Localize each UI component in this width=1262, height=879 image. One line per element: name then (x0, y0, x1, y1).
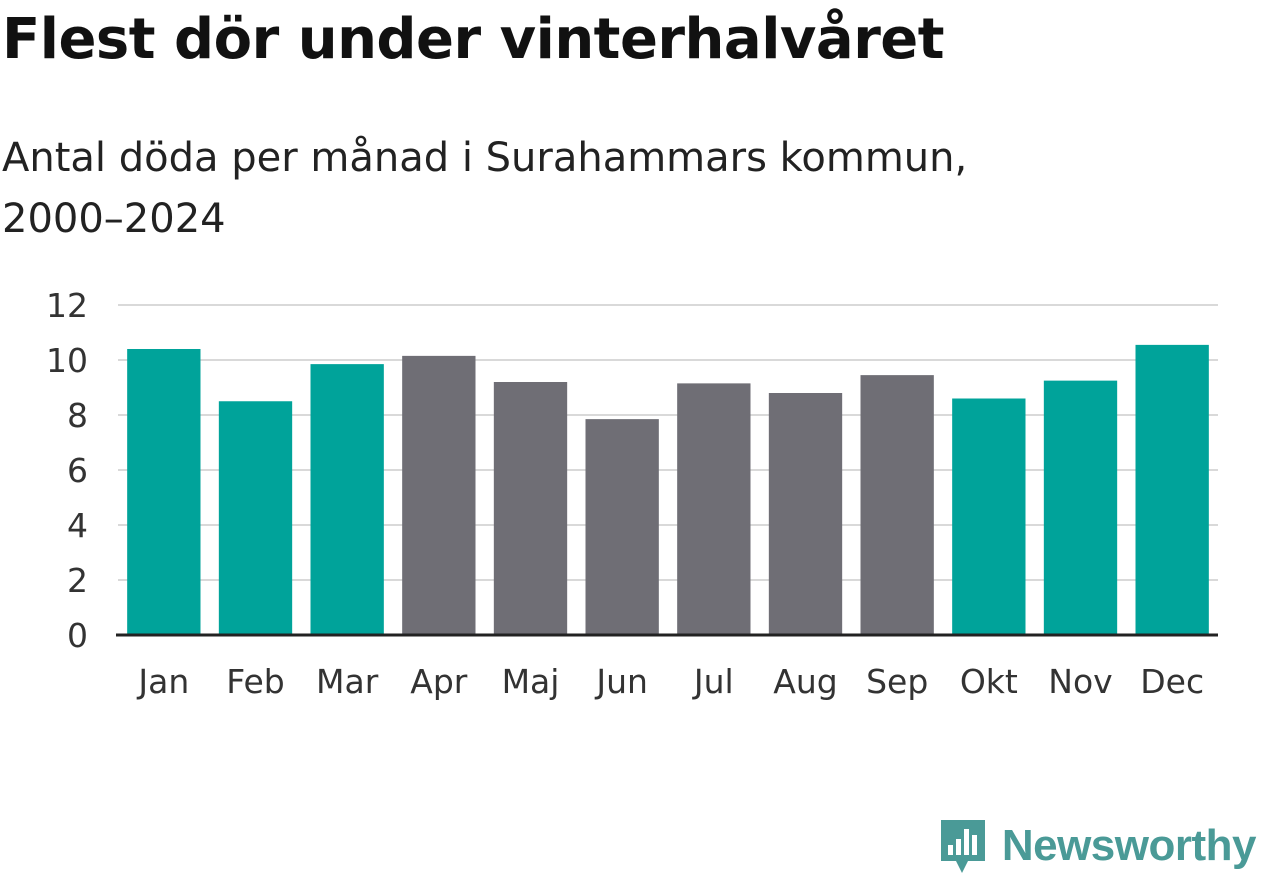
x-tick-label: Aug (773, 662, 837, 701)
brand-logo: Newsworthy (938, 817, 1257, 875)
bar (402, 355, 476, 635)
bar-chart: 0 2 4 6 8 10 12 Jan Feb Mar Apr Maj Jun Jul Aug Sep Okt N… (46, 286, 1218, 701)
x-tick-label: Maj (502, 662, 560, 701)
x-tick-label: Jun (594, 662, 648, 701)
y-tick-label: 0 (67, 616, 88, 655)
chart-subtitle: Antal döda per månad i Surahammars kommu… (2, 128, 1102, 250)
chart-title: Flest dör under vinterhalvåret (2, 7, 945, 72)
bar (127, 349, 201, 635)
bar (585, 419, 659, 635)
bar (493, 382, 568, 635)
y-tick-label: 4 (67, 506, 88, 545)
bar (860, 375, 934, 635)
bar (952, 398, 1026, 635)
x-tick-label: Dec (1140, 662, 1204, 701)
newsworthy-logo-icon (940, 820, 985, 873)
x-tick-label: Nov (1048, 662, 1112, 701)
subtitle-line-2: 2000–2024 (2, 196, 226, 242)
bar (1043, 380, 1118, 635)
x-tick-label: Sep (866, 662, 928, 701)
y-tick-label: 8 (67, 396, 88, 435)
x-tick-label: Okt (960, 662, 1018, 701)
brand-name: Newsworthy (1001, 821, 1257, 870)
x-tick-label: Feb (226, 662, 284, 701)
x-tick-label: Apr (410, 662, 468, 701)
bar (310, 364, 384, 635)
bar (218, 401, 293, 635)
subtitle-line-1: Antal döda per månad i Surahammars kommu… (2, 135, 968, 181)
x-tick-label: Mar (316, 662, 379, 701)
x-tick-label: Jan (136, 662, 189, 701)
x-tick-label: Jul (692, 662, 734, 701)
y-tick-label: 12 (46, 286, 88, 325)
y-tick-label: 2 (67, 561, 88, 600)
y-tick-label: 10 (46, 341, 88, 380)
bar (768, 393, 843, 635)
bar (677, 383, 751, 635)
y-tick-label: 6 (67, 451, 88, 490)
bar (1135, 344, 1209, 635)
